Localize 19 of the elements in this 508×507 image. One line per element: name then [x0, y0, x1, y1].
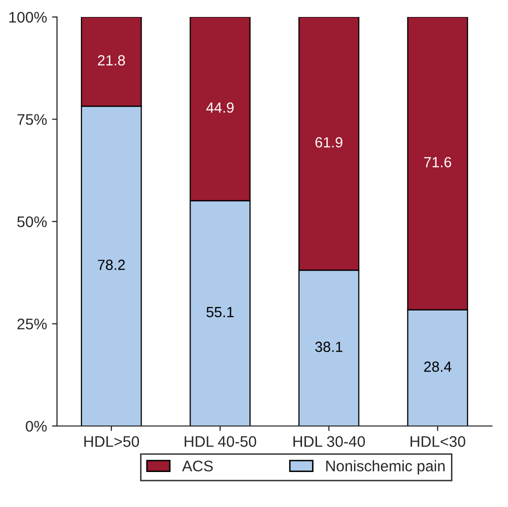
data-label: 55.1 [206, 307, 234, 318]
data-label: 21.8 [98, 55, 125, 66]
y-tick-label: 0% [26, 420, 47, 432]
legend-label: ACS [182, 460, 213, 472]
data-label: 44.9 [206, 102, 234, 113]
data-label: 28.4 [424, 362, 452, 372]
y-tick-label: 50% [17, 216, 47, 228]
x-tick-label: HDL>50 [84, 436, 140, 447]
x-tick-label: HDL 40-50 [184, 436, 256, 447]
data-label: 38.1 [315, 342, 342, 352]
legend-label: Nonischemic pain [326, 460, 445, 474]
data-label: 61.9 [315, 137, 342, 148]
x-tick-label: HDL<30 [410, 436, 466, 447]
data-label: 71.6 [424, 157, 452, 168]
data-label: 78.2 [98, 260, 125, 270]
y-tick-label: 75% [17, 114, 47, 125]
x-tick-label: HDL 30-40 [293, 436, 365, 447]
y-tick-label: 25% [17, 318, 47, 330]
y-tick-label: 100% [9, 12, 47, 23]
